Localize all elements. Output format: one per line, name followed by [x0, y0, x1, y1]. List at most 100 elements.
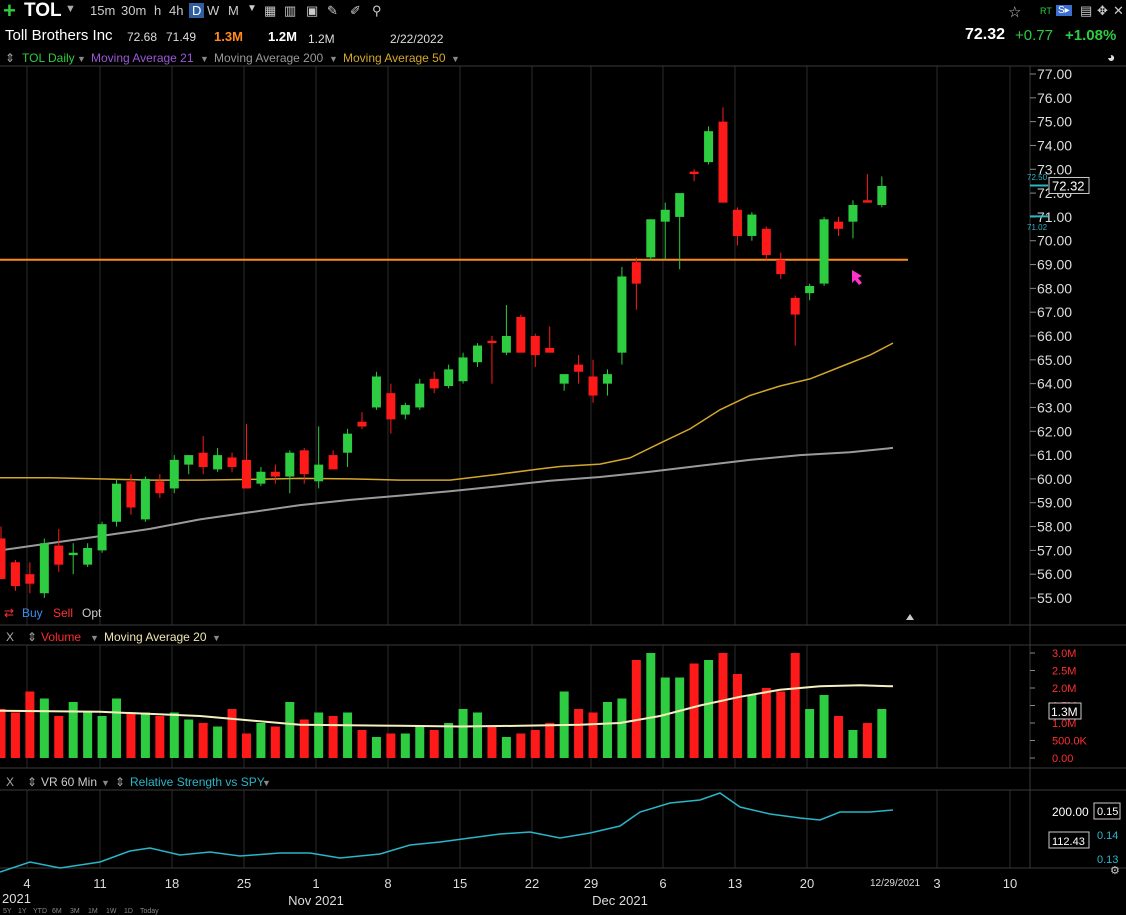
- palette-icon[interactable]: ◕: [1107, 49, 1116, 65]
- close-value: 71.49: [166, 30, 197, 44]
- volume-bar: [343, 712, 353, 758]
- chevron-down-icon[interactable]: ▼: [90, 633, 99, 643]
- volume-bar: [646, 653, 656, 758]
- symbol-label[interactable]: TOL: [24, 0, 62, 21]
- price-tick-label: 76.00: [1037, 90, 1072, 106]
- chevron-down-icon[interactable]: ▼: [65, 3, 76, 15]
- close-pane-icon[interactable]: X: [6, 630, 15, 644]
- legend-ma50[interactable]: Moving Average 50: [343, 51, 446, 65]
- buy-button[interactable]: Buy: [22, 606, 43, 620]
- price-tick-label: 57.00: [1037, 542, 1072, 558]
- tf-d[interactable]: D: [189, 3, 205, 18]
- tf-m[interactable]: M: [228, 3, 239, 18]
- volume-ma-line: [0, 684, 894, 728]
- candle-body: [617, 276, 627, 353]
- volume-bar: [487, 726, 497, 758]
- legend-vol-ma20[interactable]: Moving Average 20: [104, 630, 207, 644]
- chevron-down-icon[interactable]: ▼: [247, 3, 257, 14]
- chevron-down-icon[interactable]: ▼: [101, 778, 110, 788]
- volume-bar: [54, 716, 64, 758]
- candle-body: [140, 478, 150, 520]
- price-tick-label: 69.00: [1037, 257, 1072, 273]
- bars-icon[interactable]: ▥: [284, 3, 297, 18]
- tf-15m[interactable]: 15m: [90, 3, 116, 18]
- candle-body: [10, 562, 20, 587]
- volume-bar: [285, 702, 295, 758]
- options-button[interactable]: Opt: [82, 606, 102, 620]
- candle-body: [83, 547, 93, 565]
- share-icon[interactable]: ⚲: [372, 3, 382, 18]
- volume-bar: [39, 698, 49, 758]
- candle-body: [761, 228, 771, 256]
- chart-type-icon[interactable]: ▦: [264, 3, 277, 18]
- chevron-down-icon[interactable]: ▼: [451, 54, 460, 64]
- tf-30m[interactable]: 30m: [121, 3, 147, 18]
- expand-icon[interactable]: ✥: [1097, 3, 1108, 18]
- volume-bar: [97, 716, 107, 758]
- legend-ma200[interactable]: Moving Average 200: [214, 51, 324, 65]
- sort-icon[interactable]: ⇕: [27, 775, 38, 789]
- chevron-down-icon[interactable]: ▼: [77, 54, 86, 64]
- erase-icon[interactable]: ✐: [350, 3, 361, 18]
- volume-bar: [155, 716, 165, 758]
- bottom-timeframe: 1M: [88, 908, 98, 915]
- volume-bar: [299, 719, 309, 758]
- price-tick-label: 64.00: [1037, 376, 1072, 392]
- chevron-down-icon[interactable]: ▼: [212, 633, 221, 643]
- layout-icon[interactable]: ▤: [1080, 3, 1093, 18]
- draw-icon[interactable]: ✎: [327, 3, 338, 18]
- add-symbol-icon[interactable]: +: [3, 0, 16, 23]
- candle-body: [126, 481, 136, 508]
- volume-bar: [660, 677, 670, 758]
- rs-value-label: 0.14: [1097, 830, 1118, 842]
- legend-volume[interactable]: Volume: [41, 630, 82, 644]
- x-tick-label: 18: [165, 876, 179, 891]
- candle-body: [54, 545, 64, 565]
- price-tick-label: 61.00: [1037, 447, 1072, 463]
- trade-icon[interactable]: ⇄: [4, 606, 15, 620]
- x-tick-label: 3: [933, 876, 940, 891]
- price-tick-label: 62.00: [1037, 423, 1072, 439]
- legend-tol-daily[interactable]: TOL Daily: [22, 51, 75, 65]
- tf-w[interactable]: W: [207, 3, 220, 18]
- tf-4h[interactable]: 4h: [169, 3, 184, 18]
- candle-body: [559, 374, 569, 384]
- ma50-line: [0, 342, 894, 481]
- sort-icon[interactable]: ⇕: [27, 630, 38, 644]
- s-icon[interactable]: S▸: [1056, 5, 1072, 16]
- rs-tick-label: 200.00: [1052, 805, 1089, 819]
- calc-icon[interactable]: ▣: [306, 3, 319, 18]
- rs-last-box: [1048, 831, 1090, 849]
- chevron-down-icon[interactable]: ▼: [262, 778, 271, 788]
- x-tick-label: 22: [525, 876, 539, 891]
- settings-icon: ⚙: [1110, 865, 1120, 877]
- sort-icon[interactable]: ⇕: [5, 51, 16, 65]
- sort-icon[interactable]: ⇕: [115, 775, 126, 789]
- legend-ma21[interactable]: Moving Average 21: [91, 51, 194, 65]
- star-icon[interactable]: ☆: [1008, 4, 1022, 21]
- candle-body: [718, 121, 728, 203]
- legend-vr60[interactable]: VR 60 Min: [41, 775, 98, 789]
- volume-bar: [819, 695, 829, 758]
- volume-bar: [675, 677, 685, 758]
- hover-date-box: [868, 876, 922, 889]
- close-icon[interactable]: ✕: [1113, 3, 1124, 18]
- volume-bar: [328, 716, 338, 758]
- chevron-down-icon[interactable]: ▼: [329, 54, 338, 64]
- rt-icon[interactable]: RT: [1040, 6, 1052, 16]
- hover-date-label: 12/29/2021: [870, 878, 920, 889]
- tf-h[interactable]: h: [154, 3, 162, 18]
- legend-relative-strength[interactable]: Relative Strength vs SPY: [130, 775, 265, 789]
- volume-bar: [718, 653, 728, 758]
- price-tick-label: 59.00: [1037, 495, 1072, 511]
- candle-body: [805, 285, 815, 294]
- close-pane-icon[interactable]: X: [6, 775, 15, 789]
- volume-bar: [545, 723, 555, 758]
- candle-body: [400, 405, 410, 415]
- sell-button[interactable]: Sell: [53, 606, 74, 620]
- price-tick-label: 68.00: [1037, 280, 1072, 296]
- chevron-down-icon[interactable]: ▼: [200, 54, 209, 64]
- price-tick-label: 73.00: [1037, 161, 1072, 177]
- candle-body: [862, 200, 872, 203]
